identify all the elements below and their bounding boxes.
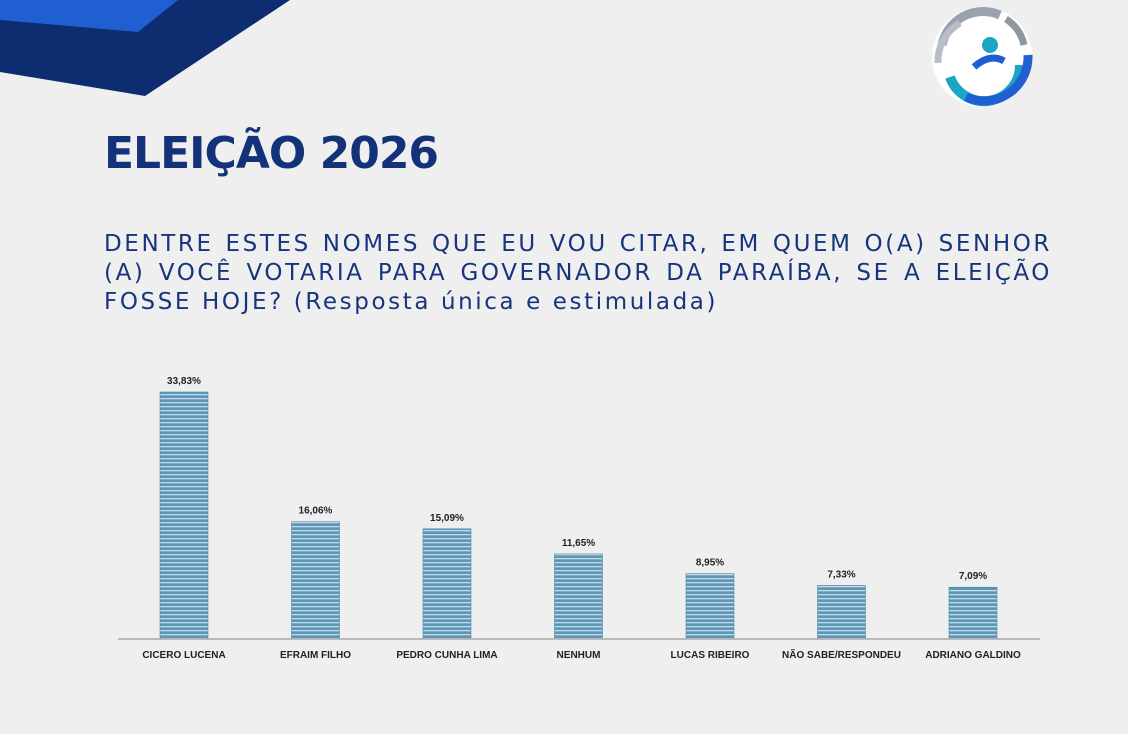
category-label-1: EFRAIM FILHO: [280, 650, 351, 661]
data-label-2: 15,09%: [430, 513, 464, 524]
bar-5: [817, 585, 866, 640]
data-label-0: 33,83%: [167, 376, 201, 387]
bar-0: [159, 391, 209, 640]
category-label-5: NÃO SABE/RESPONDEU: [782, 648, 901, 661]
category-label-4: LUCAS RIBEIRO: [671, 650, 750, 661]
category-label-3: NENHUM: [557, 650, 601, 661]
survey-question: DENTRE ESTES NOMES QUE EU VOU CITAR, EM …: [104, 231, 1052, 315]
category-label-6: ADRIANO GALDINO: [925, 650, 1021, 661]
data-label-4: 8,95%: [696, 558, 724, 569]
bar-6: [948, 586, 998, 640]
corner-decoration: [0, 0, 290, 96]
data-label-3: 11,65%: [562, 538, 595, 549]
category-label-0: CICERO LUCENA: [142, 650, 225, 661]
category-label-2: PEDRO CUNHA LIMA: [396, 650, 497, 661]
data-label-1: 16,06%: [299, 506, 333, 517]
page-title: ELEIÇÃO 2026: [104, 128, 439, 179]
data-label-5: 7,33%: [827, 569, 855, 580]
bar-3: [554, 553, 603, 640]
globe-logo-icon: [932, 6, 1033, 107]
bar-4: [685, 573, 735, 640]
data-label-6: 7,09%: [959, 571, 987, 582]
bar-2: [422, 528, 472, 640]
bar-1: [291, 521, 340, 640]
